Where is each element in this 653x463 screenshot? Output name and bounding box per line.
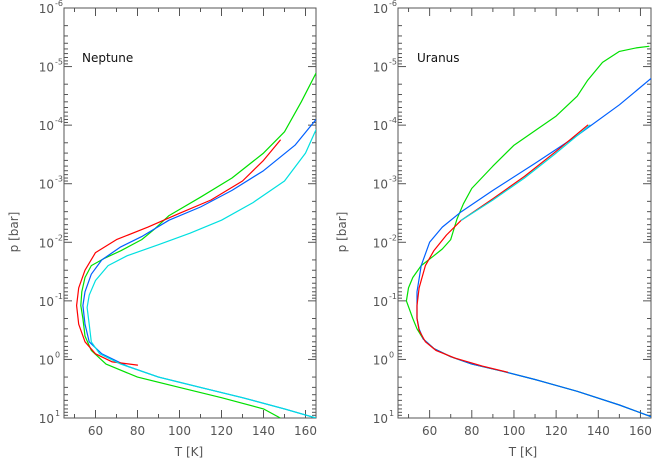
y-tick-label-exponent: -5 — [389, 58, 397, 67]
plot-frame-neptune — [63, 7, 317, 419]
y-tick-label: 10 — [39, 178, 54, 192]
y-tick-label: 10 — [39, 295, 54, 309]
y-tick-label-exponent: -5 — [55, 58, 63, 67]
x-tick-label: 100 — [503, 424, 526, 438]
series-line-uranus-3 — [460, 124, 591, 221]
y-tick-label: 10 — [373, 353, 388, 367]
y-tick-label: 10 — [373, 61, 388, 75]
series-line-uranus-1 — [416, 77, 651, 418]
y-tick-label-exponent: -3 — [389, 175, 397, 184]
neptune-panel: Neptune p [bar] T [K] 60 80 100 120 140 16010… — [7, 0, 317, 459]
y-tick-label: 10 — [39, 2, 54, 16]
x-axis-title-neptune: T [K] — [174, 445, 203, 459]
y-tick-label-exponent: -2 — [389, 233, 397, 242]
y-tick-label: 10 — [39, 61, 54, 75]
y-tick-label: 10 — [39, 412, 54, 426]
y-tick-label-exponent: -1 — [389, 292, 397, 301]
y-tick-label: 10 — [373, 178, 388, 192]
y-tick-label-exponent: -6 — [389, 0, 397, 8]
series-line-neptune-1 — [82, 118, 316, 418]
series-line-uranus-2 — [416, 124, 589, 373]
y-tick-label: 10 — [373, 2, 388, 16]
x-tick-label: 120 — [545, 424, 568, 438]
series-line-neptune-0 — [80, 72, 316, 418]
y-tick-label: 10 — [373, 119, 388, 133]
plot-frame-uranus — [397, 7, 652, 419]
series-line-neptune-3 — [86, 129, 316, 418]
y-tick-label-exponent: -3 — [55, 175, 63, 184]
x-tick-label: 80 — [130, 424, 145, 438]
y-tick-label-exponent: 0 — [55, 350, 60, 359]
series-line-neptune-2 — [76, 139, 281, 366]
series-line-uranus-0 — [405, 45, 651, 418]
y-tick-label-exponent: -6 — [55, 0, 63, 8]
y-tick-label: 10 — [373, 412, 388, 426]
x-axis-title-uranus: T [K] — [508, 445, 537, 459]
y-tick-label-exponent: -4 — [55, 116, 63, 125]
x-tick-label: 140 — [252, 424, 275, 438]
y-axis-title-neptune: p [bar] — [7, 212, 21, 253]
y-tick-label-exponent: 1 — [55, 409, 60, 418]
y-tick-label-exponent: 0 — [389, 350, 394, 359]
y-tick-label-exponent: 1 — [389, 409, 394, 418]
y-tick-label: 10 — [39, 236, 54, 250]
panel-title-uranus: Uranus — [417, 51, 460, 65]
y-tick-label-exponent: -2 — [55, 233, 63, 242]
y-tick-label: 10 — [39, 353, 54, 367]
x-tick-label: 60 — [422, 424, 437, 438]
uranus-panel: Uranus p [bar] T [K] 60 80 100 120 140 16010-… — [335, 0, 652, 459]
y-tick-label-exponent: -1 — [55, 292, 63, 301]
y-tick-label-exponent: -4 — [389, 116, 397, 125]
x-tick-label: 160 — [629, 424, 652, 438]
panel-title-neptune: Neptune — [82, 51, 133, 65]
x-tick-label: 100 — [168, 424, 191, 438]
x-tick-label: 160 — [294, 424, 317, 438]
x-tick-label: 120 — [210, 424, 233, 438]
y-axis-title-uranus: p [bar] — [335, 212, 349, 253]
y-tick-label: 10 — [39, 119, 54, 133]
x-tick-label: 80 — [464, 424, 479, 438]
y-tick-label: 10 — [373, 236, 388, 250]
x-tick-label: 140 — [587, 424, 610, 438]
x-tick-label: 60 — [88, 424, 103, 438]
y-tick-label: 10 — [373, 295, 388, 309]
